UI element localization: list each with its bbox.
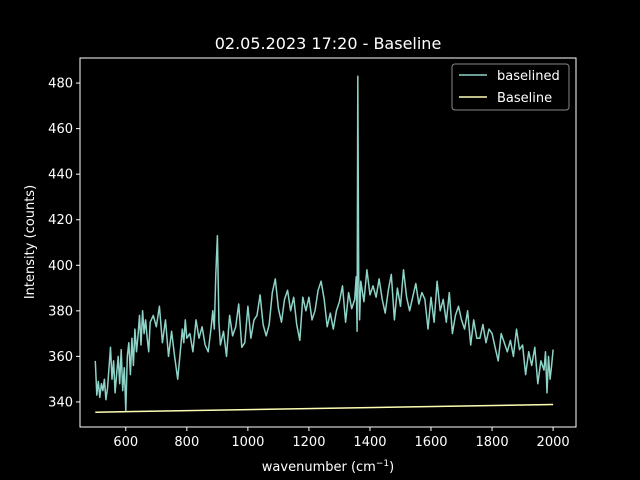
series-line-baselined <box>94 75 554 412</box>
y-axis: 340 360 380 400 420 440 460 480 <box>48 77 80 410</box>
y-tick-label: 340 <box>48 395 73 410</box>
y-tick-label: 480 <box>48 77 73 92</box>
plot-area <box>79 57 577 428</box>
legend: baselined Baseline <box>451 63 570 111</box>
axes-frame <box>79 57 577 428</box>
legend-label-baselined: baselined <box>497 69 560 84</box>
x-tick-label: 1000 <box>231 435 264 450</box>
y-tick-label: 400 <box>48 259 73 274</box>
y-tick-label: 360 <box>48 350 73 365</box>
x-tick-label: 1600 <box>414 435 447 450</box>
x-tick-label: 800 <box>174 435 199 450</box>
x-tick-label: 600 <box>113 435 138 450</box>
x-tick-label: 1200 <box>292 435 325 450</box>
series-line-baseline <box>95 403 554 413</box>
y-tick-label: 440 <box>48 168 73 183</box>
y-tick-label: 460 <box>48 122 73 137</box>
x-tick-label: 2000 <box>537 435 570 450</box>
x-axis: 600 800 1000 1200 1400 1600 1800 2000 <box>113 427 570 450</box>
x-tick-label: 1800 <box>476 435 509 450</box>
y-tick-label: 420 <box>48 213 73 228</box>
x-axis-label: wavenumber (cm−1) <box>262 459 394 475</box>
y-axis-label: Intensity (counts) <box>23 185 38 299</box>
y-tick-label: 380 <box>48 304 73 319</box>
legend-label-baseline: Baseline <box>497 91 552 106</box>
x-tick-label: 1400 <box>353 435 386 450</box>
chart-title: 02.05.2023 17:20 - Baseline <box>215 34 442 53</box>
